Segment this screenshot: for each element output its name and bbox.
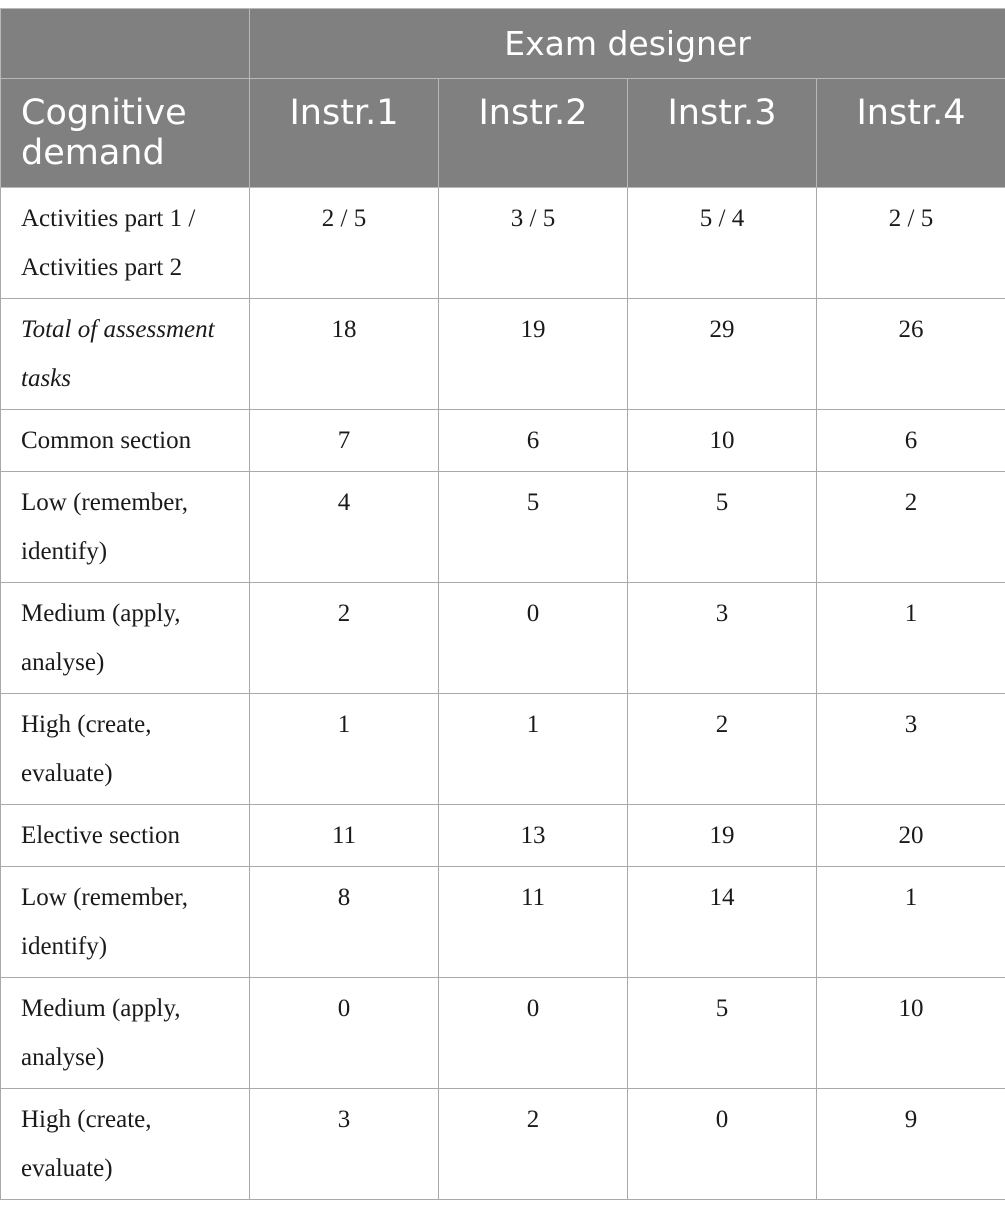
cell-instr-1: 1	[249, 693, 439, 805]
cell-instr-4: 2	[815, 471, 1005, 583]
cell-instr-3: 5 / 4	[627, 187, 817, 299]
cell-instr-4: 26	[815, 298, 1005, 410]
cognitive-demand-header: Cognitive demand	[0, 78, 250, 188]
cell-instr-2: 11	[438, 866, 628, 978]
row-label: Medium (apply, analyse)	[0, 977, 250, 1089]
cell-instr-1: 8	[249, 866, 439, 978]
header-group-row: Exam designer	[0, 8, 1005, 79]
row-label: High (create, evaluate)	[0, 693, 250, 805]
column-header-instr-2: Instr.2	[438, 78, 628, 188]
cell-instr-3: 29	[627, 298, 817, 410]
cell-instr-3: 14	[627, 866, 817, 978]
cell-instr-3: 3	[627, 582, 817, 694]
cell-instr-1: 11	[249, 804, 439, 867]
cell-instr-4: 10	[815, 977, 1005, 1089]
table-row: Total of assessment tasks 18 19 29 26	[0, 298, 1005, 410]
row-label: Total of assessment tasks	[0, 298, 250, 410]
cell-instr-4: 6	[815, 409, 1005, 472]
column-header-instr-4: Instr.4	[815, 78, 1005, 188]
row-label: Low (remember, identify)	[0, 471, 250, 583]
table-row: Common section 7 6 10 6	[0, 409, 1005, 472]
cell-instr-1: 7	[249, 409, 439, 472]
cell-instr-1: 18	[249, 298, 439, 410]
cell-instr-2: 19	[438, 298, 628, 410]
cell-instr-2: 3 / 5	[438, 187, 628, 299]
cell-instr-1: 2 / 5	[249, 187, 439, 299]
row-label: Medium (apply, analyse)	[0, 582, 250, 694]
header-columns-row: Cognitive demand Instr.1 Instr.2 Instr.3…	[0, 78, 1005, 188]
table-row: High (create, evaluate) 3 2 0 9	[0, 1088, 1005, 1200]
column-header-instr-3: Instr.3	[627, 78, 817, 188]
cell-instr-2: 0	[438, 977, 628, 1089]
cell-instr-3: 2	[627, 693, 817, 805]
cell-instr-2: 5	[438, 471, 628, 583]
cell-instr-2: 13	[438, 804, 628, 867]
table-row: Medium (apply, analyse) 0 0 5 10	[0, 977, 1005, 1089]
cell-instr-3: 10	[627, 409, 817, 472]
cell-instr-4: 1	[815, 866, 1005, 978]
cell-instr-1: 3	[249, 1088, 439, 1200]
cell-instr-4: 3	[815, 693, 1005, 805]
cell-instr-3: 19	[627, 804, 817, 867]
row-label: High (create, evaluate)	[0, 1088, 250, 1200]
cell-instr-2: 1	[438, 693, 628, 805]
exam-designer-header: Exam designer	[248, 8, 1005, 79]
header-empty-cell	[0, 8, 250, 79]
cell-instr-4: 20	[815, 804, 1005, 867]
table-row: High (create, evaluate) 1 1 2 3	[0, 693, 1005, 805]
table-row: Medium (apply, analyse) 2 0 3 1	[0, 582, 1005, 694]
cell-instr-3: 5	[627, 471, 817, 583]
cell-instr-4: 9	[815, 1088, 1005, 1200]
cell-instr-2: 6	[438, 409, 628, 472]
cell-instr-2: 0	[438, 582, 628, 694]
cell-instr-2: 2	[438, 1088, 628, 1200]
table-row: Low (remember, identify) 8 11 14 1	[0, 866, 1005, 978]
row-label: Activities part 1 / Activities part 2	[0, 187, 250, 299]
cell-instr-3: 5	[627, 977, 817, 1089]
column-header-instr-1: Instr.1	[249, 78, 439, 188]
cell-instr-3: 0	[627, 1088, 817, 1200]
table-row: Low (remember, identify) 4 5 5 2	[0, 471, 1005, 583]
cell-instr-1: 0	[249, 977, 439, 1089]
cell-instr-1: 4	[249, 471, 439, 583]
cell-instr-4: 2 / 5	[815, 187, 1005, 299]
row-label: Elective section	[0, 804, 250, 867]
table-row: Elective section 11 13 19 20	[0, 804, 1005, 867]
cell-instr-4: 1	[815, 582, 1005, 694]
cognitive-demand-table: Exam designer Cognitive demand Instr.1 I…	[0, 8, 1005, 1200]
row-label: Common section	[0, 409, 250, 472]
cell-instr-1: 2	[249, 582, 439, 694]
row-label: Low (remember, identify)	[0, 866, 250, 978]
